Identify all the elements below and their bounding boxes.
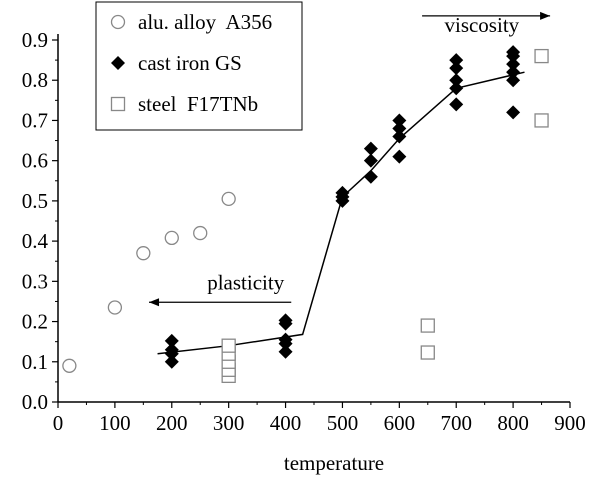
trend-line-group (157, 71, 525, 355)
series-3 (221, 48, 549, 384)
data-point (221, 191, 236, 207)
data-point (107, 300, 123, 315)
data-point (449, 97, 464, 112)
data-point (449, 81, 464, 96)
x-axis-title: temperature (284, 451, 384, 475)
legend-label: steel F17TNb (138, 92, 258, 116)
annotation-arrow-head (149, 298, 160, 307)
data-point (534, 113, 549, 128)
legend-marker (110, 96, 126, 112)
legend-marker (111, 56, 125, 70)
x-tick-label: 200 (156, 411, 188, 435)
data-point (392, 149, 407, 164)
legend: alu. alloy A356 cast iron GS steel F17TNb (95, 1, 303, 131)
y-tick-label: 0.3 (22, 269, 48, 293)
data-point (62, 358, 77, 373)
trend-line (157, 71, 525, 355)
x-tick-label: 500 (327, 411, 359, 435)
data-point (363, 153, 378, 168)
y-tick-label: 0.8 (22, 68, 48, 92)
y-tick-label: 0.5 (22, 189, 48, 213)
y-tick-label: 0.7 (22, 108, 48, 132)
y-tick-label: 0.2 (22, 310, 48, 334)
annotation-plasticity: plasticity (149, 270, 292, 307)
ticks: 0 100 200 300 400 500 600 700 800 900 0.0 0.1 0.2 0.3… (22, 28, 586, 435)
x-tick-label: 700 (440, 411, 472, 435)
data-points (62, 45, 549, 384)
legend-marker (110, 14, 126, 30)
data-point (392, 121, 407, 136)
data-point (506, 57, 521, 72)
data-point (164, 230, 179, 246)
annotation-arrow-head (540, 11, 551, 20)
x-tick-label: 900 (554, 411, 586, 435)
data-point (136, 246, 151, 261)
data-point (278, 313, 293, 328)
data-point (335, 185, 350, 200)
data-point (363, 169, 378, 184)
annotations: plasticity viscosity (149, 11, 551, 307)
y-tick-label: 0.9 (22, 28, 48, 52)
data-point (506, 65, 521, 80)
data-point (278, 332, 293, 347)
legend-label: cast iron GS (138, 51, 242, 75)
y-tick-label: 0.1 (22, 350, 48, 374)
data-point (506, 105, 521, 120)
data-point (363, 141, 378, 156)
data-point (392, 129, 407, 144)
data-point (193, 225, 208, 241)
data-point (392, 113, 407, 128)
series-2 (164, 45, 521, 369)
annotation-viscosity: viscosity (422, 11, 551, 37)
data-point (449, 53, 464, 68)
y-tick-label: 0.0 (22, 390, 48, 414)
data-point (534, 48, 549, 64)
data-point (221, 338, 236, 353)
y-tick-label: 0.6 (22, 149, 48, 173)
x-tick-label: 600 (384, 411, 416, 435)
annotation-label: plasticity (207, 270, 284, 294)
data-point (449, 61, 464, 76)
data-point (420, 345, 435, 360)
y-tick-label: 0.4 (22, 229, 49, 253)
x-tick-label: 800 (497, 411, 529, 435)
x-tick-label: 400 (270, 411, 302, 435)
x-tick-label: 0 (53, 411, 64, 435)
data-point (506, 45, 521, 60)
data-point (506, 73, 521, 88)
legend-box (95, 1, 303, 131)
data-point (278, 344, 293, 359)
data-point (164, 342, 179, 357)
x-tick-label: 100 (99, 411, 131, 435)
data-point (164, 333, 179, 348)
series-1 (62, 191, 236, 373)
annotation-label: viscosity (444, 13, 519, 37)
x-tick-label: 300 (213, 411, 245, 435)
data-point (164, 354, 179, 369)
data-point (449, 73, 464, 88)
legend-label: alu. alloy A356 (138, 10, 272, 34)
data-point (420, 318, 435, 333)
